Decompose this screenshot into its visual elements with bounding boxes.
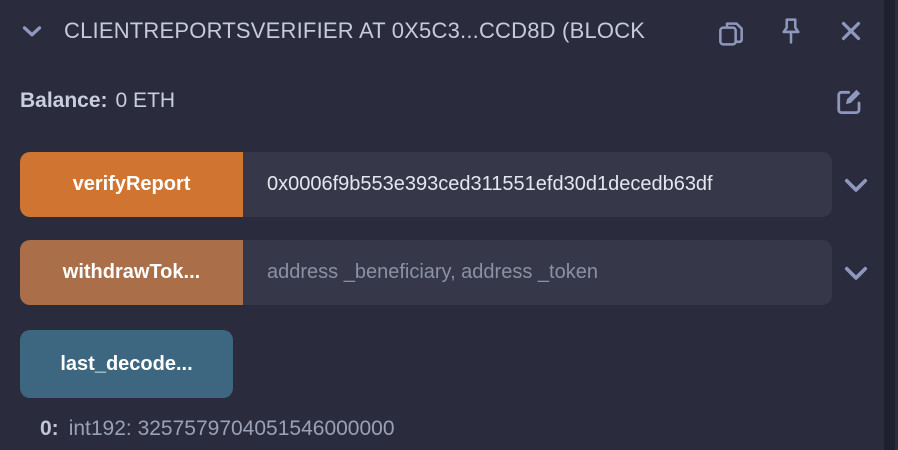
copy-address-button[interactable] bbox=[714, 13, 748, 49]
contract-header: CLIENTREPORTSVERIFIER AT 0X5C3...CCD8D (… bbox=[0, 0, 884, 62]
withdraw-token-input[interactable] bbox=[243, 240, 832, 305]
right-panel-edge bbox=[895, 0, 898, 450]
contract-title: CLIENTREPORTSVERIFIER AT 0X5C3...CCD8D (… bbox=[64, 18, 646, 43]
pin-contract-button[interactable] bbox=[774, 13, 808, 49]
close-icon bbox=[836, 16, 866, 46]
function-row-last-decoded: last_decode... bbox=[20, 330, 233, 398]
balance-value: 0 ETH bbox=[115, 89, 176, 112]
pin-icon bbox=[775, 14, 807, 48]
collapse-contract-button[interactable] bbox=[16, 15, 48, 47]
edit-balance-button[interactable] bbox=[832, 84, 866, 118]
balance-row: Balance: 0 ETH bbox=[0, 76, 884, 126]
header-actions bbox=[714, 13, 868, 49]
verify-report-button[interactable]: verifyReport bbox=[20, 152, 243, 217]
close-contract-button[interactable] bbox=[834, 13, 868, 49]
chevron-down-icon bbox=[17, 16, 47, 46]
function-row-verify-report: verifyReport bbox=[20, 152, 879, 217]
chevron-down-icon bbox=[839, 256, 873, 290]
copy-icon bbox=[715, 14, 747, 48]
chevron-down-icon bbox=[839, 168, 873, 202]
expand-verify-report-button[interactable] bbox=[832, 152, 879, 217]
edit-icon bbox=[833, 85, 865, 117]
balance-label: Balance: bbox=[20, 89, 108, 112]
expand-withdraw-token-button[interactable] bbox=[832, 240, 879, 305]
output-index: 0: bbox=[40, 417, 59, 440]
decoded-output-row: 0: int192: 3257579704051546000000 bbox=[40, 412, 395, 446]
function-row-withdraw-token: withdrawTok... bbox=[20, 240, 879, 305]
last-decoded-button[interactable]: last_decode... bbox=[20, 330, 233, 398]
withdraw-token-button[interactable]: withdrawTok... bbox=[20, 240, 243, 305]
output-value: int192: 3257579704051546000000 bbox=[68, 417, 395, 440]
verify-report-input[interactable] bbox=[243, 152, 832, 217]
